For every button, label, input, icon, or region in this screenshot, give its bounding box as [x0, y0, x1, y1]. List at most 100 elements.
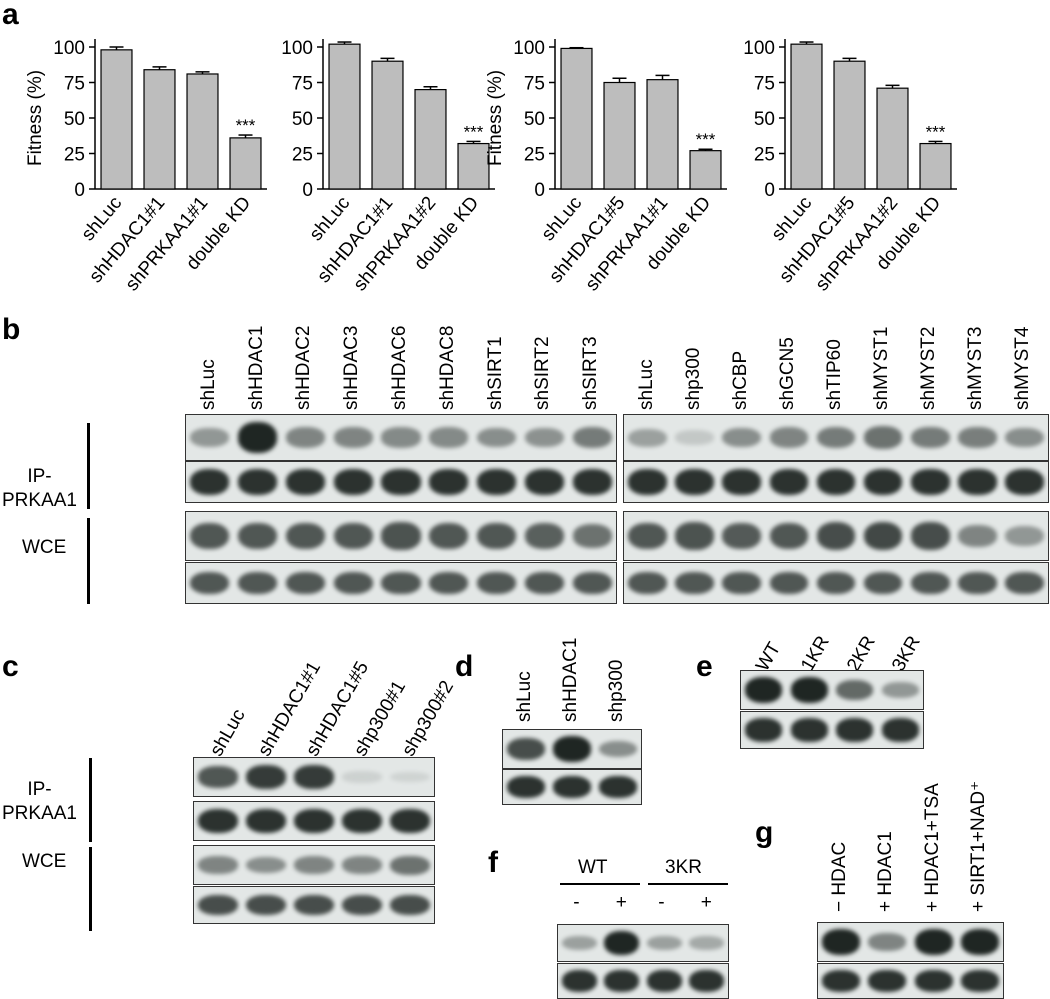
band: [390, 855, 430, 875]
panel-label-b: b: [2, 313, 21, 346]
significance-label: ***: [236, 116, 256, 135]
band: [342, 894, 382, 916]
bar: [919, 142, 952, 190]
treatment-sign: +: [615, 892, 627, 913]
y-tick-label: 0: [302, 180, 313, 201]
bar: [371, 60, 404, 190]
group-underline: [560, 883, 640, 885]
band: [246, 765, 286, 789]
band: [628, 469, 667, 495]
blot-b-left-tubulin: [185, 562, 617, 604]
band: [863, 426, 903, 449]
band: [868, 970, 907, 992]
y-tick-label: 100: [53, 38, 85, 59]
treatment-sign: +: [700, 892, 712, 913]
blot-d-gst: [502, 769, 642, 805]
y-tick-label: 100: [513, 38, 545, 59]
band: [198, 766, 238, 788]
lane-label: shHDAC1: [245, 325, 267, 410]
panel-label-f: f: [488, 846, 498, 879]
lane-label: shp300: [682, 347, 704, 410]
band: [342, 856, 382, 874]
band: [572, 524, 612, 548]
band: [476, 469, 517, 495]
lane-label: shLuc: [514, 671, 535, 722]
band: [561, 970, 597, 992]
band: [333, 571, 373, 595]
group-label-wce: WCE: [22, 851, 67, 872]
blot-b-left-prkaa1-ip: [185, 461, 617, 503]
band: [675, 571, 714, 595]
blot-g-ack: [817, 922, 1004, 962]
band: [836, 718, 874, 742]
band: [910, 426, 950, 449]
band: [599, 740, 637, 758]
band: [722, 469, 762, 495]
band: [769, 522, 809, 550]
lane-label: + HDAC1+TSA: [921, 783, 943, 912]
band: [294, 894, 334, 916]
band: [476, 427, 517, 448]
band: [429, 427, 469, 448]
band: [722, 427, 762, 448]
band: [507, 737, 545, 760]
y-tick-label: 75: [64, 74, 85, 95]
lane-label: shMYST3: [965, 326, 987, 410]
y-tick-label: 75: [524, 74, 545, 95]
band: [190, 571, 230, 595]
band: [910, 469, 950, 495]
band: [572, 469, 612, 495]
y-tick-label: 25: [64, 145, 85, 166]
blot-b-right-prkaa1-ip: [623, 461, 1049, 503]
blot-b-right-prkaa1-wce: [623, 511, 1049, 561]
band: [910, 571, 950, 595]
band: [198, 856, 238, 874]
lane-label: shMYST4: [1012, 326, 1034, 410]
band: [790, 677, 828, 703]
band: [881, 682, 919, 698]
lane-label: shp300: [606, 659, 627, 722]
blot-f-ack: [557, 924, 729, 962]
band: [689, 936, 725, 950]
treatment-sign: -: [573, 892, 580, 913]
band: [822, 970, 861, 992]
band: [285, 469, 326, 495]
band: [822, 929, 861, 955]
lane-label: 3KR: [888, 632, 926, 675]
bar: [833, 60, 866, 190]
lane-label: shLuc: [197, 359, 219, 410]
lane-label: + HDAC1: [875, 831, 897, 912]
band: [238, 571, 278, 595]
band: [429, 469, 469, 495]
group-underline: [648, 883, 728, 885]
band: [342, 808, 382, 834]
band: [524, 571, 564, 595]
treatment-sign: -: [658, 892, 665, 913]
band: [646, 935, 682, 951]
bar: [689, 150, 722, 190]
band: [675, 522, 714, 550]
lane-label: shCBP: [729, 350, 751, 410]
blot-b-right-ack: [623, 414, 1049, 461]
group-label-ip: IP- PRKAA1: [2, 779, 77, 824]
band: [238, 469, 278, 495]
band: [333, 427, 373, 448]
band: [628, 522, 667, 550]
bar: [229, 137, 262, 190]
band: [572, 571, 612, 595]
band: [572, 426, 612, 449]
bar: [186, 73, 219, 190]
blot-e-ack: [740, 670, 924, 710]
y-axis-label: Fitness (%): [485, 70, 506, 166]
lane-label: shHDAC8: [436, 325, 458, 410]
band: [816, 469, 856, 495]
band: [476, 522, 517, 550]
significance-label: ***: [464, 122, 484, 141]
bar: [876, 87, 909, 190]
band: [914, 929, 953, 955]
blot-c-ack: [193, 757, 435, 797]
band: [553, 776, 591, 798]
band: [1005, 427, 1044, 448]
band: [390, 808, 430, 834]
